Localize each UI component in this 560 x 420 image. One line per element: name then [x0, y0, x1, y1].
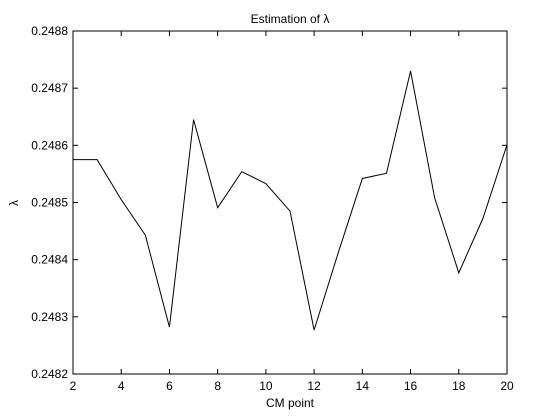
x-tick-label: 4	[118, 379, 125, 393]
y-tick-label: 0.2485	[31, 196, 68, 210]
y-tick-label: 0.2488	[31, 24, 68, 38]
y-tick-label: 0.2487	[31, 81, 68, 95]
plot-area	[72, 30, 508, 375]
chart-title: Estimation of λ	[251, 12, 330, 26]
series-line	[73, 70, 508, 331]
y-tick-label: 0.2483	[31, 310, 68, 324]
axis-ticks	[72, 30, 508, 375]
x-tick-label: 6	[166, 379, 173, 393]
x-axis-label: CM point	[266, 396, 315, 410]
x-tick-label: 2	[70, 379, 77, 393]
x-tick-label: 18	[452, 379, 466, 393]
x-tick-label: 14	[356, 379, 370, 393]
y-axis-label: λ	[7, 200, 21, 206]
y-tick-label: 0.2482	[31, 367, 68, 381]
y-tick-label: 0.2484	[31, 253, 68, 267]
y-tick-label: 0.2486	[31, 138, 68, 152]
x-tick-label: 16	[404, 379, 418, 393]
x-tick-label: 10	[259, 379, 273, 393]
x-tick-label: 12	[307, 379, 321, 393]
axis-tick-labels: 2 4 6 8 10 12 14 16 18 20 0.2482 0.2483 0.2484 0.2485…	[31, 24, 514, 393]
x-tick-label: 20	[500, 379, 514, 393]
x-tick-label: 8	[214, 379, 221, 393]
